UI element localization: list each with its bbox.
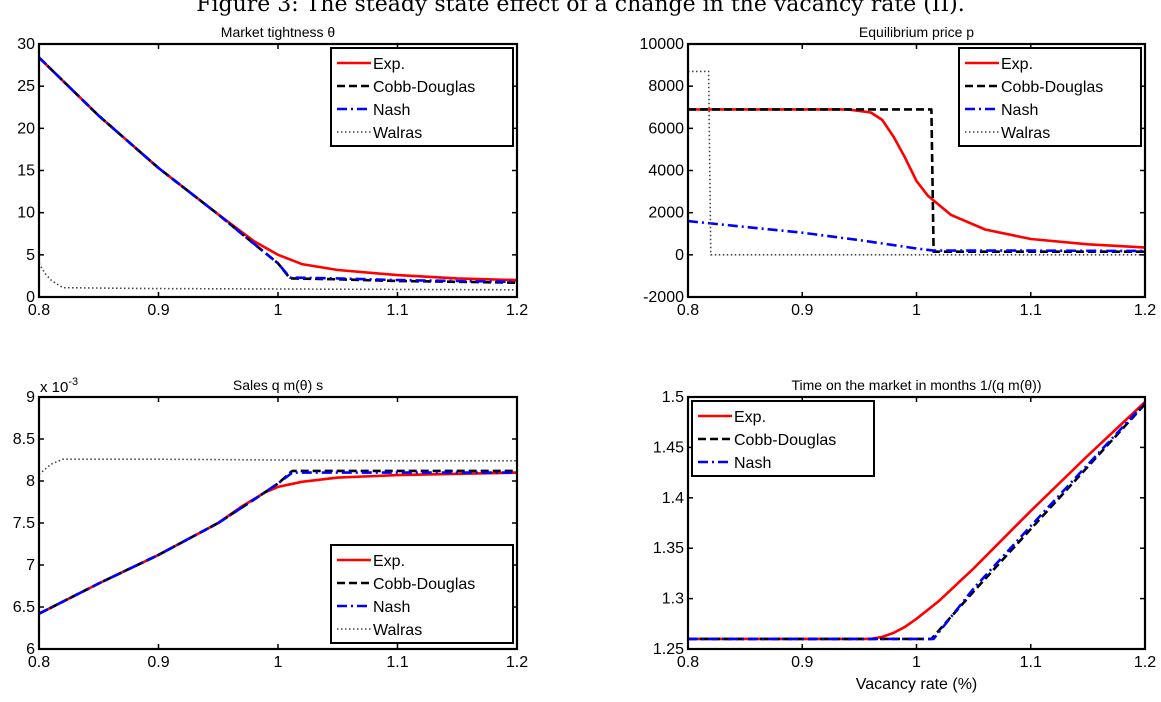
y-tick-label: 2000 bbox=[648, 205, 684, 222]
x-tick-label: 0.8 bbox=[677, 654, 699, 671]
x-tick-label: 0.8 bbox=[28, 654, 50, 671]
y-tick-label: 10000 bbox=[640, 36, 685, 53]
legend-label: Nash bbox=[734, 455, 771, 472]
y-tick-label: 1.4 bbox=[662, 490, 684, 507]
y-tick-label: 15 bbox=[17, 163, 35, 180]
x-tick-label: 0.9 bbox=[147, 302, 169, 319]
x-tick-label: 0.9 bbox=[791, 302, 813, 319]
y-tick-label: 1.25 bbox=[653, 641, 684, 658]
y-exponent-label: x 10-3 bbox=[40, 376, 78, 396]
series-line-exp bbox=[688, 108, 1145, 249]
legend-box bbox=[958, 47, 1142, 147]
legend-label: Exp. bbox=[373, 553, 405, 570]
x-tick-label: 1.1 bbox=[1020, 302, 1042, 319]
chart-panel-2: 0.8 0.9 1 1.1 1.2 -2000 0 2000 4000 6000 8000 10000… bbox=[640, 24, 1157, 319]
legend-box bbox=[330, 544, 514, 644]
x-axis-label: Vacancy rate (%) bbox=[856, 676, 978, 693]
y-tick-label: 1.5 bbox=[662, 389, 684, 406]
y-tick-label: 10 bbox=[17, 205, 35, 222]
series-line-exp bbox=[688, 401, 1145, 641]
series-line-cobb-douglas bbox=[688, 403, 1145, 641]
y-tick-label: 20 bbox=[17, 120, 35, 137]
figure-caption: Figure 3: The steady state effect of a c… bbox=[196, 0, 965, 17]
series-line-nash bbox=[688, 219, 1145, 253]
x-tick-label: 0.8 bbox=[677, 302, 699, 319]
x-tick-label: 0.9 bbox=[791, 654, 813, 671]
chart-title: Market tightness θ bbox=[221, 24, 336, 40]
x-tick-label: 0.8 bbox=[28, 302, 50, 319]
x-tick-label: 1 bbox=[912, 302, 921, 319]
x-tick-label: 1.2 bbox=[506, 302, 528, 319]
legend-label: Exp. bbox=[1001, 56, 1033, 73]
y-tick-label: 5 bbox=[26, 247, 35, 264]
chart-title: Sales q m(θ) s bbox=[233, 377, 323, 393]
legend: Exp. Cobb-Douglas Nash bbox=[691, 400, 875, 477]
legend-label: Exp. bbox=[373, 56, 405, 73]
y-tick-label: 30 bbox=[17, 36, 35, 53]
legend-label: Cobb-Douglas bbox=[373, 79, 475, 96]
chart-panel-4: 0.8 0.9 1 1.1 1.2 1.25 1.3 1.35 1.4 1.45 1.5 Time o… bbox=[653, 377, 1156, 693]
series-line-nash bbox=[688, 402, 1145, 641]
legend-label: Walras bbox=[373, 125, 422, 142]
legend-label: Walras bbox=[373, 622, 422, 639]
y-tick-label: 7.5 bbox=[13, 515, 35, 532]
legend: Exp. Cobb-Douglas Nash Walras bbox=[958, 47, 1142, 147]
y-tick-label: 8 bbox=[26, 473, 35, 490]
legend-box bbox=[330, 47, 514, 147]
chart-title: Equilibrium price p bbox=[859, 24, 974, 40]
series-line-nash bbox=[39, 471, 517, 615]
x-tick-label: 1.1 bbox=[1020, 654, 1042, 671]
y-tick-label: 1.3 bbox=[662, 591, 684, 608]
legend-label: Cobb-Douglas bbox=[1001, 79, 1103, 96]
series-line-nash bbox=[39, 56, 517, 284]
x-tick-label: 1.2 bbox=[1134, 654, 1156, 671]
legend: Exp. Cobb-Douglas Nash Walras bbox=[330, 544, 514, 644]
y-tick-label: 6.5 bbox=[13, 599, 35, 616]
legend-label: Walras bbox=[1001, 125, 1050, 142]
y-exponent-sup: -3 bbox=[68, 376, 78, 388]
series-line-walras bbox=[39, 458, 517, 475]
x-tick-label: 0.9 bbox=[147, 654, 169, 671]
legend-label: Nash bbox=[1001, 102, 1038, 119]
legend-label: Cobb-Douglas bbox=[734, 432, 836, 449]
y-tick-label: 0 bbox=[26, 289, 35, 306]
y-tick-label: 1.35 bbox=[653, 540, 684, 557]
y-tick-label: 1.45 bbox=[653, 439, 684, 456]
y-tick-label: -2000 bbox=[643, 289, 684, 306]
y-tick-label: 7 bbox=[26, 557, 35, 574]
series-line-walras bbox=[39, 262, 517, 291]
x-tick-label: 1 bbox=[274, 302, 283, 319]
legend-label: Nash bbox=[373, 102, 410, 119]
y-tick-label: 9 bbox=[26, 389, 35, 406]
y-tick-label: 8.5 bbox=[13, 431, 35, 448]
y-tick-label: 6000 bbox=[648, 120, 684, 137]
x-tick-label: 1 bbox=[274, 654, 283, 671]
y-tick-label: 25 bbox=[17, 78, 35, 95]
chart-title: Time on the market in months 1/(q m(θ)) bbox=[791, 377, 1041, 393]
chart-panel-1: 0.8 0.9 1 1.1 1.2 0 5 10 15 20 25 30 Market tightnes… bbox=[17, 24, 528, 319]
series-line-walras bbox=[688, 70, 1145, 256]
y-tick-label: 4000 bbox=[648, 163, 684, 180]
chart-panel-3: 0.8 0.9 1 1.1 1.2 6 6.5 7 7.5 8 8.5 9 Sales q m(θ) s… bbox=[13, 376, 528, 671]
x-tick-label: 1.2 bbox=[506, 654, 528, 671]
x-tick-label: 1.1 bbox=[386, 302, 408, 319]
y-tick-label: 0 bbox=[675, 247, 684, 264]
x-tick-label: 1 bbox=[912, 654, 921, 671]
x-tick-label: 1.1 bbox=[386, 654, 408, 671]
legend: Exp. Cobb-Douglas Nash Walras bbox=[330, 47, 514, 147]
legend-label: Nash bbox=[373, 599, 410, 616]
y-tick-label: 8000 bbox=[648, 78, 684, 95]
legend-label: Exp. bbox=[734, 409, 766, 426]
x-tick-label: 1.2 bbox=[1134, 302, 1156, 319]
y-tick-label: 6 bbox=[26, 641, 35, 658]
legend-label: Cobb-Douglas bbox=[373, 576, 475, 593]
